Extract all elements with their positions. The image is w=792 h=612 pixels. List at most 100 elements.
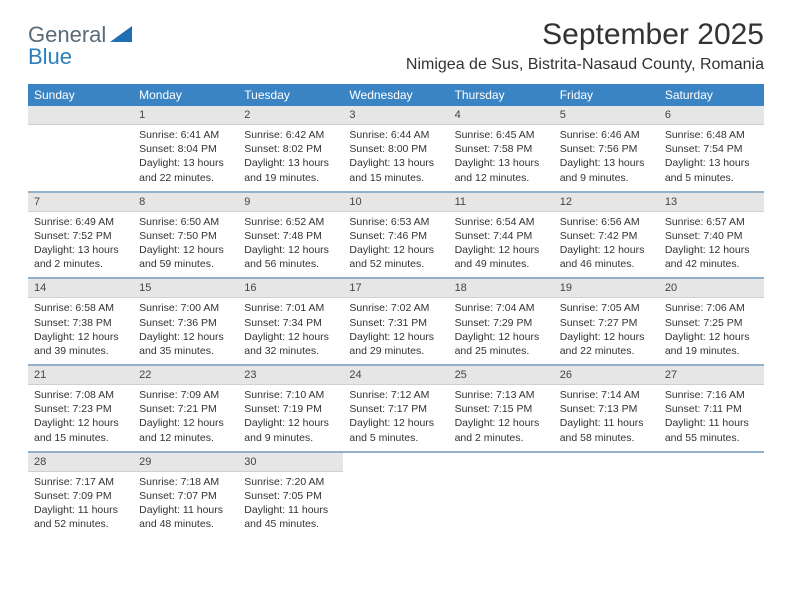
sunrise-text: Sunrise: 7:04 AM (455, 301, 548, 315)
sunset-text: Sunset: 7:23 PM (34, 402, 127, 416)
day-cell: 7Sunrise: 6:49 AMSunset: 7:52 PMDaylight… (28, 193, 133, 278)
week-row: 28Sunrise: 7:17 AMSunset: 7:09 PMDayligh… (28, 453, 764, 538)
sunrise-text: Sunrise: 7:17 AM (34, 475, 127, 489)
day-number: 1 (133, 106, 238, 125)
daylight-text: Daylight: 12 hours and 19 minutes. (665, 330, 758, 358)
day-number: 14 (28, 279, 133, 298)
day-number (659, 453, 764, 471)
week-row: 14Sunrise: 6:58 AMSunset: 7:38 PMDayligh… (28, 279, 764, 364)
logo: General Blue (28, 18, 132, 68)
day-number: 5 (554, 106, 659, 125)
weekday-saturday: Saturday (659, 84, 764, 106)
daylight-text: Daylight: 12 hours and 49 minutes. (455, 243, 548, 271)
sunrise-text: Sunrise: 6:46 AM (560, 128, 653, 142)
sunset-text: Sunset: 8:04 PM (139, 142, 232, 156)
calendar-page: General Blue September 2025 Nimigea de S… (0, 0, 792, 555)
day-cell: 17Sunrise: 7:02 AMSunset: 7:31 PMDayligh… (343, 279, 448, 364)
day-cell: 19Sunrise: 7:05 AMSunset: 7:27 PMDayligh… (554, 279, 659, 364)
day-number: 13 (659, 193, 764, 212)
day-data: Sunrise: 7:06 AMSunset: 7:25 PMDaylight:… (659, 298, 764, 364)
day-data: Sunrise: 7:16 AMSunset: 7:11 PMDaylight:… (659, 385, 764, 451)
day-cell: 3Sunrise: 6:44 AMSunset: 8:00 PMDaylight… (343, 106, 448, 191)
empty-cell (449, 453, 554, 538)
sunrise-text: Sunrise: 6:58 AM (34, 301, 127, 315)
sunset-text: Sunset: 7:34 PM (244, 316, 337, 330)
day-data: Sunrise: 7:00 AMSunset: 7:36 PMDaylight:… (133, 298, 238, 364)
week-row: 1Sunrise: 6:41 AMSunset: 8:04 PMDaylight… (28, 106, 764, 191)
calendar-grid: SundayMondayTuesdayWednesdayThursdayFrid… (28, 84, 764, 537)
weekday-header-row: SundayMondayTuesdayWednesdayThursdayFrid… (28, 84, 764, 106)
sunset-text: Sunset: 7:48 PM (244, 229, 337, 243)
day-number: 22 (133, 366, 238, 385)
day-data: Sunrise: 7:08 AMSunset: 7:23 PMDaylight:… (28, 385, 133, 451)
day-data: Sunrise: 6:48 AMSunset: 7:54 PMDaylight:… (659, 125, 764, 191)
day-number: 24 (343, 366, 448, 385)
daylight-text: Daylight: 13 hours and 15 minutes. (349, 156, 442, 184)
sunrise-text: Sunrise: 6:53 AM (349, 215, 442, 229)
daylight-text: Daylight: 12 hours and 32 minutes. (244, 330, 337, 358)
sunset-text: Sunset: 7:21 PM (139, 402, 232, 416)
day-number: 28 (28, 453, 133, 472)
day-data: Sunrise: 7:01 AMSunset: 7:34 PMDaylight:… (238, 298, 343, 364)
sunrise-text: Sunrise: 7:09 AM (139, 388, 232, 402)
daylight-text: Daylight: 12 hours and 9 minutes. (244, 416, 337, 444)
header: General Blue September 2025 Nimigea de S… (28, 18, 764, 74)
sunset-text: Sunset: 7:15 PM (455, 402, 548, 416)
sunset-text: Sunset: 7:46 PM (349, 229, 442, 243)
day-number: 2 (238, 106, 343, 125)
weekday-thursday: Thursday (449, 84, 554, 106)
sunrise-text: Sunrise: 7:00 AM (139, 301, 232, 315)
day-cell: 16Sunrise: 7:01 AMSunset: 7:34 PMDayligh… (238, 279, 343, 364)
month-title: September 2025 (406, 18, 764, 52)
day-data: Sunrise: 7:14 AMSunset: 7:13 PMDaylight:… (554, 385, 659, 451)
sunrise-text: Sunrise: 7:02 AM (349, 301, 442, 315)
day-cell: 21Sunrise: 7:08 AMSunset: 7:23 PMDayligh… (28, 366, 133, 451)
day-cell: 13Sunrise: 6:57 AMSunset: 7:40 PMDayligh… (659, 193, 764, 278)
day-data: Sunrise: 6:41 AMSunset: 8:04 PMDaylight:… (133, 125, 238, 191)
sunrise-text: Sunrise: 6:45 AM (455, 128, 548, 142)
daylight-text: Daylight: 13 hours and 5 minutes. (665, 156, 758, 184)
day-cell: 11Sunrise: 6:54 AMSunset: 7:44 PMDayligh… (449, 193, 554, 278)
day-data: Sunrise: 7:09 AMSunset: 7:21 PMDaylight:… (133, 385, 238, 451)
sunrise-text: Sunrise: 7:05 AM (560, 301, 653, 315)
day-cell: 27Sunrise: 7:16 AMSunset: 7:11 PMDayligh… (659, 366, 764, 451)
day-number (343, 453, 448, 471)
location-text: Nimigea de Sus, Bistrita-Nasaud County, … (406, 56, 764, 74)
day-data: Sunrise: 6:46 AMSunset: 7:56 PMDaylight:… (554, 125, 659, 191)
day-number: 30 (238, 453, 343, 472)
sunrise-text: Sunrise: 6:41 AM (139, 128, 232, 142)
day-data: Sunrise: 7:10 AMSunset: 7:19 PMDaylight:… (238, 385, 343, 451)
daylight-text: Daylight: 13 hours and 9 minutes. (560, 156, 653, 184)
daylight-text: Daylight: 12 hours and 52 minutes. (349, 243, 442, 271)
sunset-text: Sunset: 7:54 PM (665, 142, 758, 156)
day-cell: 20Sunrise: 7:06 AMSunset: 7:25 PMDayligh… (659, 279, 764, 364)
day-number: 25 (449, 366, 554, 385)
sunset-text: Sunset: 7:25 PM (665, 316, 758, 330)
week-separator (28, 451, 764, 453)
day-cell: 10Sunrise: 6:53 AMSunset: 7:46 PMDayligh… (343, 193, 448, 278)
day-data: Sunrise: 6:56 AMSunset: 7:42 PMDaylight:… (554, 212, 659, 278)
sunrise-text: Sunrise: 7:01 AM (244, 301, 337, 315)
sunset-text: Sunset: 7:05 PM (244, 489, 337, 503)
day-cell: 2Sunrise: 6:42 AMSunset: 8:02 PMDaylight… (238, 106, 343, 191)
sunset-text: Sunset: 7:58 PM (455, 142, 548, 156)
day-cell: 15Sunrise: 7:00 AMSunset: 7:36 PMDayligh… (133, 279, 238, 364)
sunset-text: Sunset: 8:02 PM (244, 142, 337, 156)
sunset-text: Sunset: 7:09 PM (34, 489, 127, 503)
sunrise-text: Sunrise: 7:10 AM (244, 388, 337, 402)
sunset-text: Sunset: 7:11 PM (665, 402, 758, 416)
logo-text: General Blue (28, 24, 132, 68)
sunrise-text: Sunrise: 7:14 AM (560, 388, 653, 402)
daylight-text: Daylight: 13 hours and 19 minutes. (244, 156, 337, 184)
day-number: 21 (28, 366, 133, 385)
day-data: Sunrise: 7:20 AMSunset: 7:05 PMDaylight:… (238, 472, 343, 538)
day-number (449, 453, 554, 471)
day-cell: 8Sunrise: 6:50 AMSunset: 7:50 PMDaylight… (133, 193, 238, 278)
sunrise-text: Sunrise: 7:20 AM (244, 475, 337, 489)
daylight-text: Daylight: 12 hours and 42 minutes. (665, 243, 758, 271)
sunrise-text: Sunrise: 7:08 AM (34, 388, 127, 402)
day-data: Sunrise: 7:18 AMSunset: 7:07 PMDaylight:… (133, 472, 238, 538)
empty-cell (659, 453, 764, 538)
weekday-tuesday: Tuesday (238, 84, 343, 106)
sunset-text: Sunset: 7:56 PM (560, 142, 653, 156)
